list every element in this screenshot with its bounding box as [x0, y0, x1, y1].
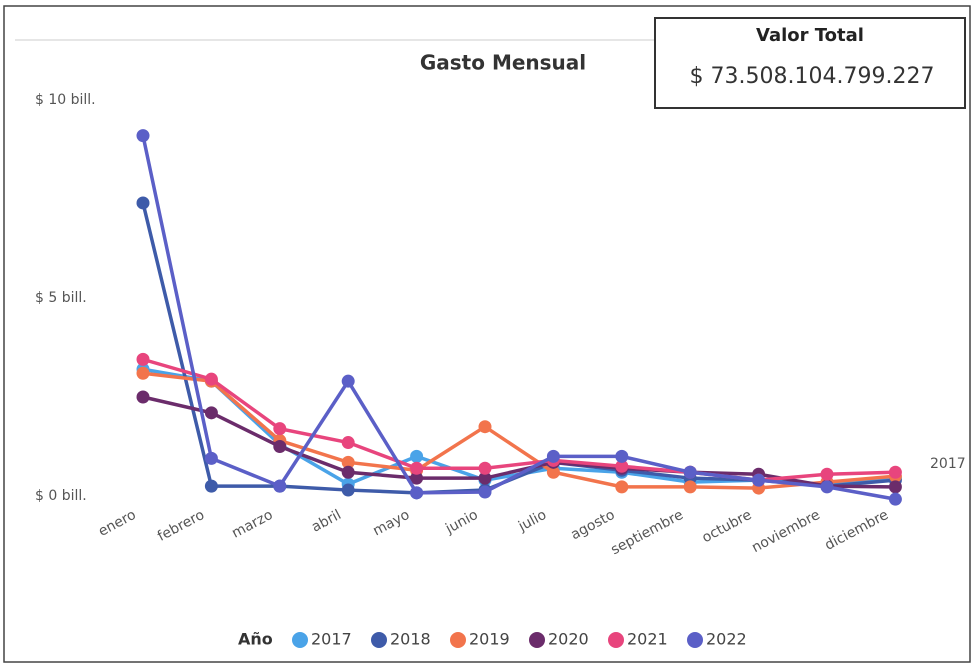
data-point — [410, 471, 424, 485]
data-point — [546, 449, 560, 463]
data-point — [410, 486, 424, 500]
data-point — [341, 374, 355, 388]
legend-marker — [529, 632, 545, 648]
data-point — [341, 436, 355, 450]
data-point — [820, 480, 834, 494]
data-point — [204, 372, 218, 386]
legend-label: 2017 — [311, 630, 352, 649]
data-point — [341, 483, 355, 497]
data-point — [820, 467, 834, 481]
data-point — [273, 440, 287, 453]
data-point — [136, 366, 150, 380]
data-point — [683, 480, 697, 494]
data-point — [615, 459, 629, 473]
data-point — [888, 465, 902, 479]
legend-label: 2018 — [390, 630, 431, 649]
legend-marker — [450, 632, 466, 648]
data-point — [341, 455, 355, 469]
data-point — [888, 480, 902, 494]
data-point — [478, 471, 492, 485]
data-point — [752, 473, 766, 487]
series-line — [142, 371, 896, 490]
chart-title: Gasto Mensual — [420, 51, 586, 75]
data-point — [410, 461, 424, 475]
data-point — [615, 480, 629, 494]
legend-marker — [687, 632, 703, 648]
data-point — [478, 461, 492, 475]
data-point — [136, 352, 150, 366]
legend-marker — [608, 632, 624, 648]
legend-label: 2021 — [627, 630, 668, 649]
data-point — [546, 465, 560, 479]
frame — [3, 5, 971, 663]
data-point — [478, 420, 492, 434]
data-point — [136, 390, 150, 404]
y-tick-label: $ 10 bill. — [35, 92, 96, 108]
legend-marker — [292, 632, 308, 648]
legend-marker — [371, 632, 387, 648]
legend-label: 2019 — [469, 630, 510, 649]
y-tick-label: $ 0 bill. — [35, 488, 87, 504]
legend-title: Año — [238, 630, 273, 649]
data-point — [615, 449, 629, 463]
kpi-box — [654, 17, 966, 109]
data-point — [204, 479, 218, 493]
data-point — [136, 129, 150, 143]
data-point — [410, 449, 424, 463]
series-end-label: 2017 — [930, 456, 966, 472]
data-point — [683, 465, 697, 479]
legend-label: 2022 — [706, 630, 747, 649]
kpi-label: Valor Total — [756, 25, 864, 46]
y-tick-label: $ 5 bill. — [35, 290, 87, 306]
data-point — [273, 479, 287, 493]
data-point — [204, 406, 218, 420]
data-point — [888, 492, 902, 506]
series-line — [142, 395, 896, 489]
series-line — [142, 357, 896, 482]
legend-label: 2020 — [548, 630, 589, 649]
data-point — [204, 451, 218, 465]
data-point — [273, 422, 287, 436]
kpi-value: $ 73.508.104.799.227 — [690, 64, 935, 89]
data-point — [478, 485, 492, 499]
data-point — [136, 196, 150, 210]
series-line — [141, 135, 896, 501]
data-point — [341, 465, 355, 479]
